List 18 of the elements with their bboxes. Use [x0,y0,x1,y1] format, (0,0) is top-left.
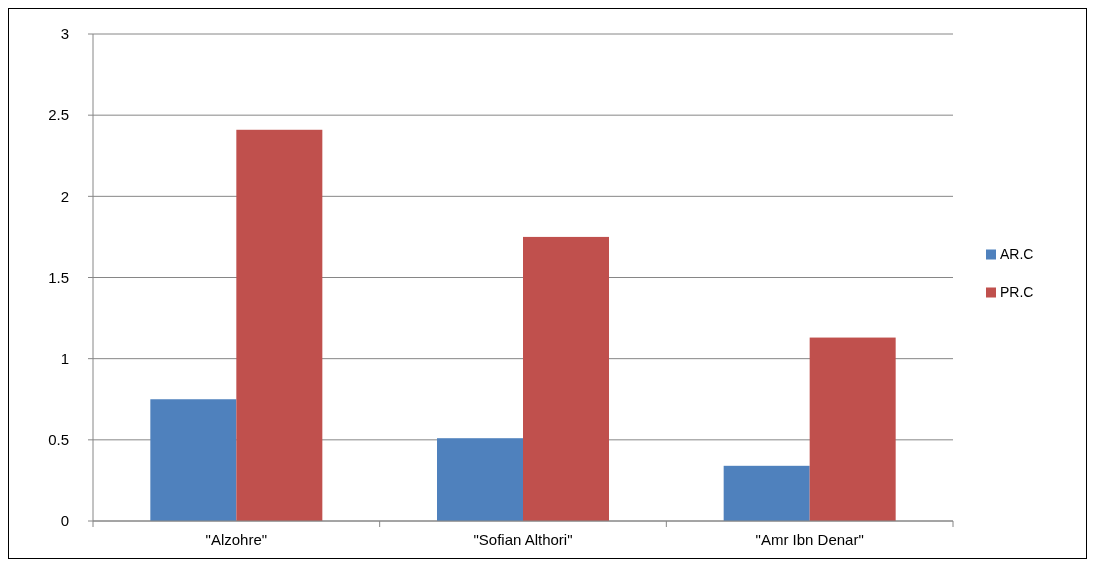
y-tick-label: 1 [60,349,69,367]
x-tick-label: "Sofian Althori" [473,531,573,548]
y-tick-label: 0 [60,512,69,530]
y-tick-label: 3 [60,25,69,43]
x-tick-label: "Amr Ibn Denar" [755,531,864,548]
bar [437,438,523,521]
bar [523,236,609,521]
legend-label: PR.C [1000,284,1034,301]
y-tick-label: 2 [60,187,69,205]
bar [236,129,323,521]
y-tick-label: 1.5 [48,268,69,286]
x-tick-label: "Alzohre" [205,531,268,548]
bar [809,337,896,521]
y-tick-label: 0.5 [48,431,69,449]
y-tick-label: 2.5 [48,106,69,124]
bar [723,465,810,521]
bar [150,399,237,521]
legend-label: AR.C [1000,246,1034,263]
